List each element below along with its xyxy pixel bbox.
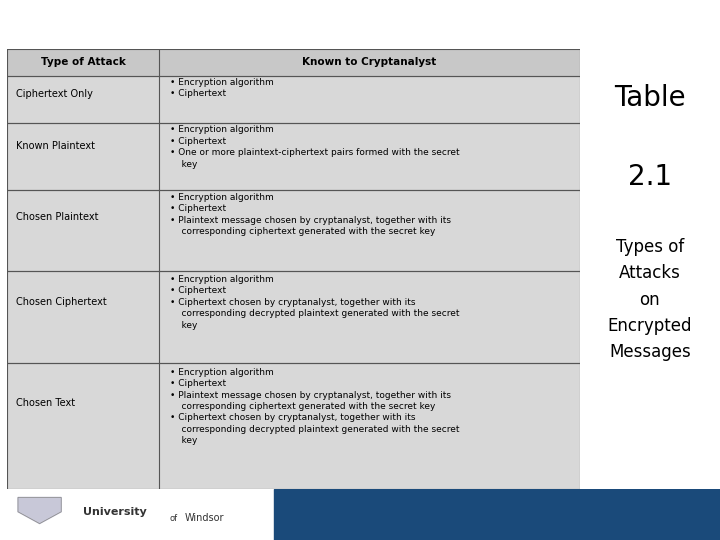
Polygon shape: [18, 497, 61, 524]
Bar: [7, 190, 580, 271]
Text: of: of: [169, 514, 177, 523]
Bar: [0, 489, 302, 540]
Bar: [7, 362, 580, 489]
Text: Types of
Attacks
on
Encrypted
Messages: Types of Attacks on Encrypted Messages: [608, 238, 692, 361]
Text: • Encryption algorithm
• Ciphertext
• One or more plaintext-ciphertext pairs for: • Encryption algorithm • Ciphertext • On…: [171, 125, 460, 169]
Text: Chosen Ciphertext: Chosen Ciphertext: [16, 297, 107, 307]
Text: Type of Attack: Type of Attack: [40, 57, 125, 67]
Text: University: University: [83, 507, 147, 517]
Text: • Encryption algorithm
• Ciphertext
• Plaintext message chosen by cryptanalyst, : • Encryption algorithm • Ciphertext • Pl…: [171, 368, 460, 445]
Text: • Encryption algorithm
• Ciphertext: • Encryption algorithm • Ciphertext: [171, 78, 274, 98]
Text: Chosen Text: Chosen Text: [16, 398, 75, 408]
Bar: [7, 76, 580, 123]
Bar: [274, 489, 720, 540]
Text: • Encryption algorithm
• Ciphertext
• Plaintext message chosen by cryptanalyst, : • Encryption algorithm • Ciphertext • Pl…: [171, 193, 451, 236]
Text: Ciphertext Only: Ciphertext Only: [16, 89, 93, 99]
Text: Chosen Plaintext: Chosen Plaintext: [16, 212, 99, 222]
Text: Windsor: Windsor: [185, 514, 225, 523]
Bar: [7, 271, 580, 362]
Text: Table: Table: [614, 84, 685, 112]
Bar: [7, 49, 580, 76]
Bar: [7, 123, 580, 190]
Text: 2.1: 2.1: [628, 163, 672, 191]
Text: Known to Cryptanalyst: Known to Cryptanalyst: [302, 57, 436, 67]
Text: • Encryption algorithm
• Ciphertext
• Ciphertext chosen by cryptanalyst, togethe: • Encryption algorithm • Ciphertext • Ci…: [171, 275, 460, 329]
Text: Known Plaintext: Known Plaintext: [16, 141, 95, 151]
